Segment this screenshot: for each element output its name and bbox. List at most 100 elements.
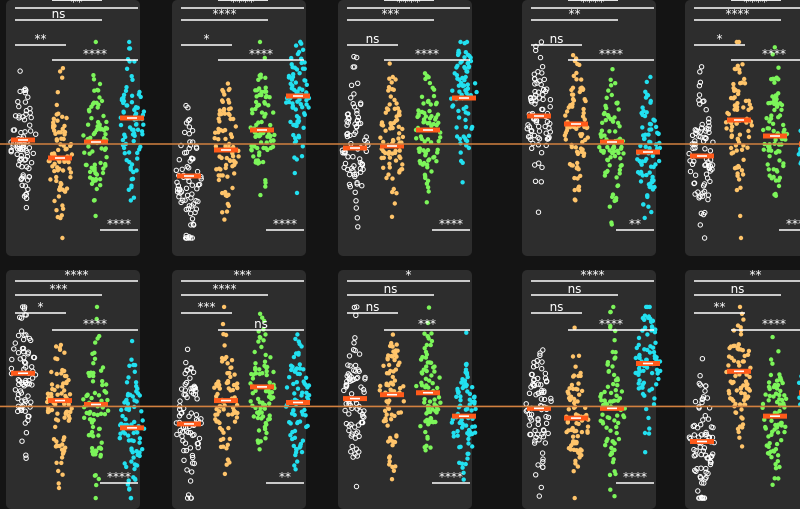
data-point — [15, 350, 22, 356]
data-point — [286, 75, 292, 80]
median-marker — [423, 391, 433, 394]
data-point — [48, 177, 53, 182]
data-point — [646, 132, 651, 137]
data-point — [461, 134, 466, 139]
data-point — [359, 183, 365, 189]
data-point — [773, 178, 779, 183]
data-point — [700, 190, 706, 196]
data-point — [612, 356, 617, 361]
data-point — [528, 128, 534, 135]
data-point — [776, 349, 781, 354]
data-point — [105, 408, 111, 413]
data-point — [268, 122, 273, 128]
data-point — [354, 181, 360, 187]
data-point — [59, 371, 64, 376]
data-point — [291, 408, 296, 413]
data-point — [354, 117, 361, 124]
data-point — [221, 304, 227, 310]
data-point — [87, 169, 93, 175]
data-point — [642, 430, 648, 436]
data-point — [343, 420, 350, 427]
data-point — [535, 421, 541, 427]
data-point — [186, 203, 193, 209]
data-point — [66, 402, 71, 407]
data-point — [297, 341, 302, 347]
data-point — [381, 165, 386, 170]
data-point — [191, 385, 197, 392]
data-point — [212, 385, 217, 390]
data-point — [124, 406, 129, 412]
significance-bracket: **** — [531, 268, 654, 282]
data-point — [137, 440, 142, 445]
data-point — [55, 356, 60, 362]
data-point — [196, 181, 203, 188]
data-point — [16, 103, 22, 110]
data-point — [651, 402, 657, 407]
data-point — [26, 381, 33, 387]
data-point — [458, 394, 463, 399]
data-point — [538, 484, 544, 491]
data-point — [459, 417, 464, 423]
data-point — [463, 138, 469, 143]
data-point — [542, 440, 548, 446]
data-point — [82, 150, 87, 155]
data-point — [528, 411, 535, 417]
swarm-group-4 — [449, 39, 479, 185]
data-point — [463, 110, 468, 115]
significance-bracket: ** — [15, 0, 138, 9]
data-point — [93, 213, 98, 219]
data-point — [383, 110, 388, 115]
data-point — [568, 447, 573, 452]
data-point — [68, 175, 73, 180]
data-point — [389, 412, 394, 417]
data-point — [352, 335, 358, 341]
data-point — [344, 131, 350, 138]
data-point — [386, 85, 392, 90]
data-point — [437, 375, 442, 380]
data-point — [348, 391, 355, 397]
data-point — [226, 106, 232, 112]
data-point — [463, 423, 469, 428]
data-point — [737, 304, 743, 310]
significance-label: **** — [397, 0, 421, 9]
data-point — [290, 104, 296, 109]
significance-label: **** — [231, 0, 255, 9]
data-point — [23, 332, 29, 338]
data-point — [54, 460, 59, 465]
data-point — [253, 158, 259, 163]
data-point — [356, 351, 363, 357]
data-point — [183, 447, 190, 454]
data-point — [11, 127, 18, 133]
data-point — [615, 377, 620, 383]
data-point — [424, 342, 429, 348]
data-point — [652, 396, 657, 401]
data-point — [773, 93, 778, 98]
data-point — [736, 177, 742, 182]
data-point — [605, 360, 611, 365]
data-point — [636, 335, 642, 341]
data-point — [778, 420, 784, 426]
data-point — [225, 442, 230, 447]
data-point — [268, 355, 273, 360]
data-point — [747, 374, 752, 380]
data-point — [121, 95, 126, 100]
data-point — [645, 304, 650, 310]
data-point — [429, 338, 435, 344]
data-point — [467, 397, 472, 402]
data-point — [777, 372, 782, 377]
data-point — [390, 125, 395, 131]
data-point — [62, 129, 68, 135]
data-point — [181, 447, 187, 454]
data-point — [125, 103, 130, 108]
data-point — [571, 374, 576, 379]
data-point — [292, 391, 297, 396]
data-point — [602, 389, 607, 395]
significance-bracket: ns — [218, 317, 304, 331]
data-point — [62, 189, 68, 194]
data-point — [701, 445, 708, 451]
data-point — [737, 363, 742, 368]
data-point — [436, 139, 441, 144]
data-point — [579, 132, 585, 137]
data-point — [610, 194, 615, 200]
data-point — [621, 413, 626, 418]
